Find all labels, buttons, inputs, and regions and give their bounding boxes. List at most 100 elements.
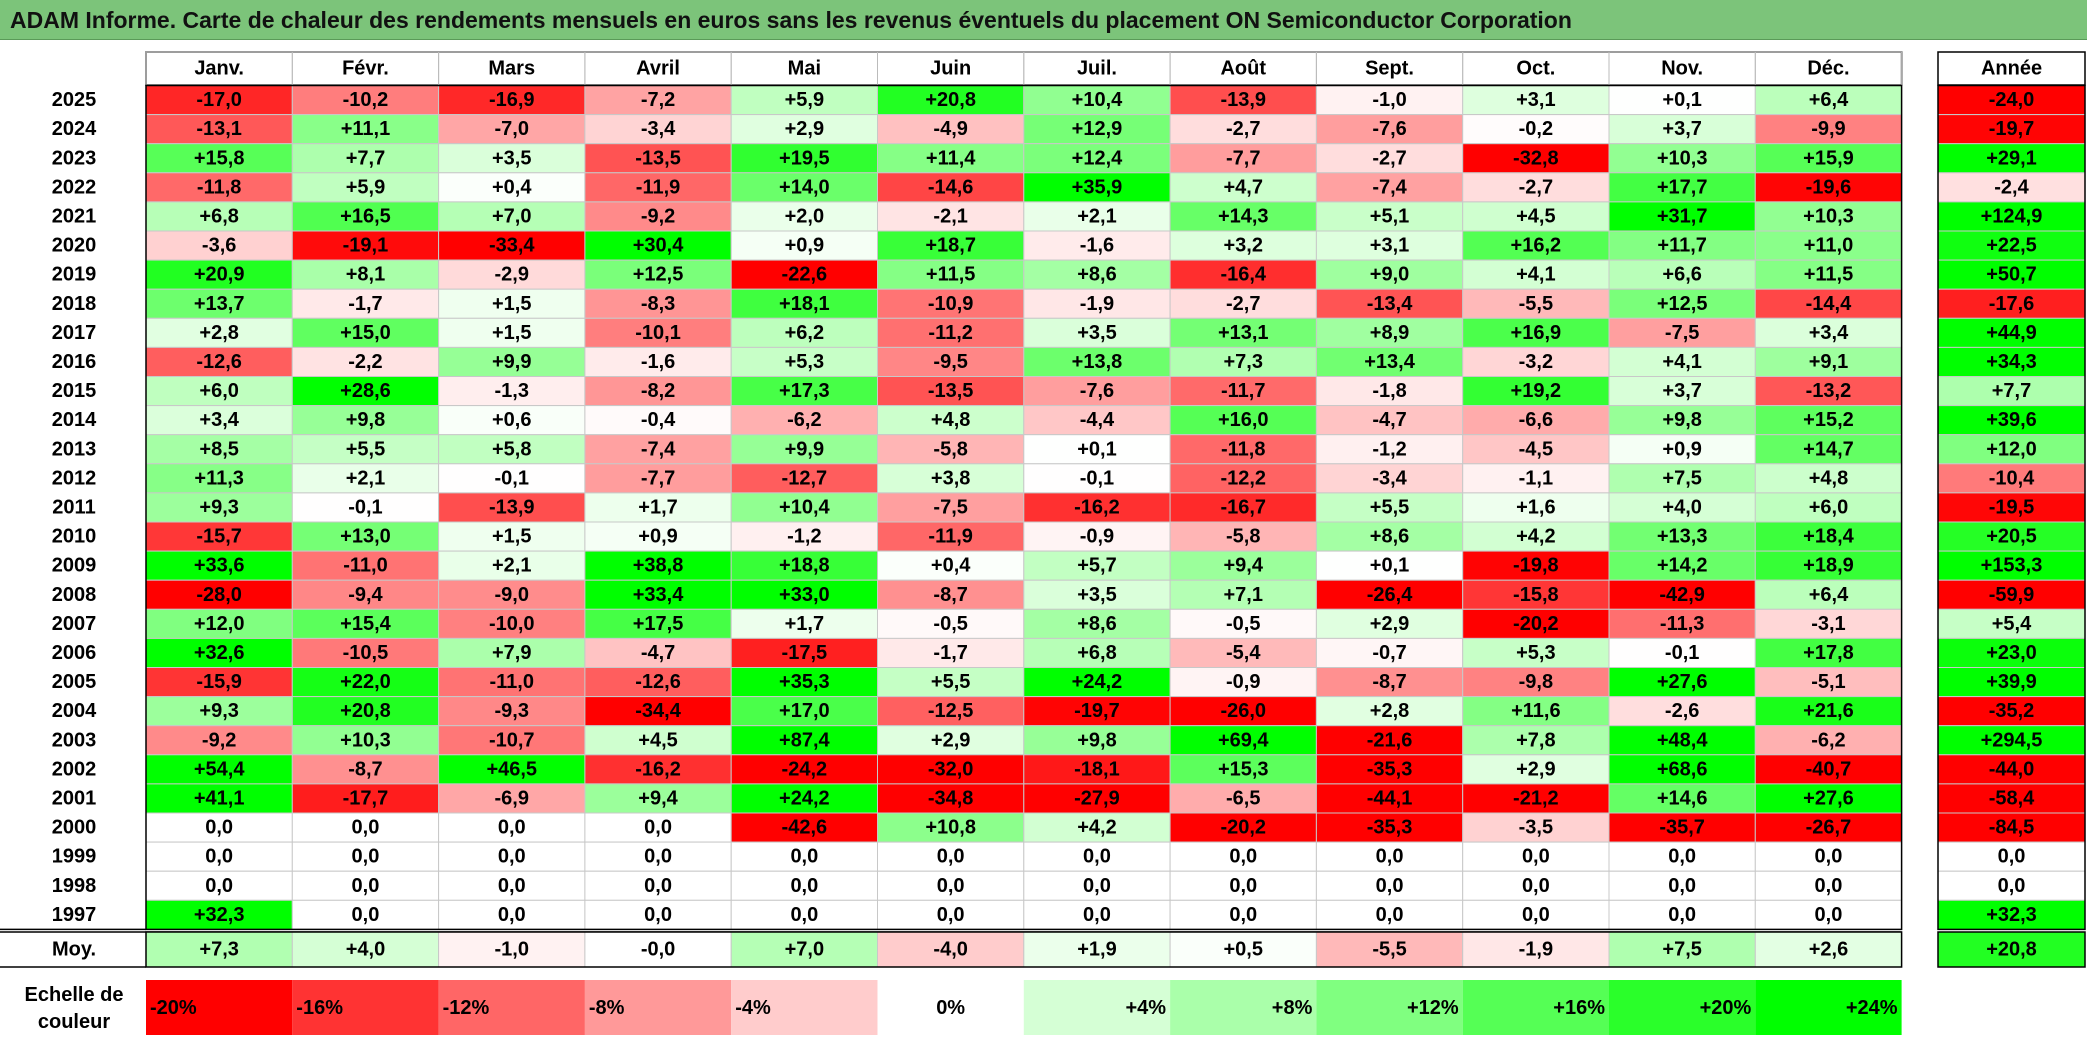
cell-value: +5,5 xyxy=(931,671,970,693)
heatmap-cell xyxy=(584,317,732,348)
heatmap-cell xyxy=(730,434,879,465)
heatmap-cell xyxy=(1462,754,1610,785)
cell-value: -9,9 xyxy=(1811,118,1845,140)
cell-value: +9,8 xyxy=(346,409,385,431)
cell-value: -17,7 xyxy=(343,787,389,809)
annual-value: +20,5 xyxy=(1986,526,2037,548)
heatmap-cell xyxy=(877,550,1025,581)
cell-value: -26,0 xyxy=(1220,700,1266,722)
cell-value: +0,1 xyxy=(1077,438,1116,460)
color-scale-swatch xyxy=(292,980,439,1035)
cell-value: +9,0 xyxy=(1370,264,1409,286)
heatmap-cell xyxy=(730,725,879,756)
cell-value: +17,5 xyxy=(633,613,684,635)
heatmap-cell xyxy=(1023,725,1171,756)
heatmap-cell xyxy=(438,143,586,174)
cell-value: +4,7 xyxy=(1224,176,1263,198)
heatmap-cell xyxy=(1462,667,1610,698)
heatmap-cell xyxy=(584,870,732,901)
cell-value: -2,7 xyxy=(1372,147,1406,169)
heatmap-cell xyxy=(730,201,879,232)
heatmap-cell xyxy=(877,521,1025,552)
cell-value: +10,3 xyxy=(340,729,391,751)
heatmap-cell xyxy=(145,696,293,727)
heatmap-cell xyxy=(1023,85,1171,116)
heatmap-cell xyxy=(438,870,586,901)
heatmap-cell xyxy=(1754,550,1903,581)
heatmap-cell xyxy=(438,346,586,377)
cell-value: -34,4 xyxy=(635,700,681,722)
cell-value: 0,0 xyxy=(1522,904,1550,926)
annual-value: +29,1 xyxy=(1986,147,2037,169)
annual-value: -2,4 xyxy=(1994,176,2029,198)
year-label: 2014 xyxy=(52,409,97,431)
cell-value: -13,2 xyxy=(1806,380,1852,402)
cell-value: +0,4 xyxy=(931,555,971,577)
heatmap-cell xyxy=(291,376,440,407)
color-scale-step-label: +4% xyxy=(1126,997,1167,1019)
cell-value: -6,5 xyxy=(1226,787,1260,809)
cell-value: +8,6 xyxy=(1077,264,1116,286)
cell-value: +6,0 xyxy=(199,380,238,402)
average-value: +7,5 xyxy=(1662,939,1701,961)
average-cell xyxy=(877,931,1025,968)
heatmap-cell xyxy=(438,637,586,669)
heatmap-cell xyxy=(1462,783,1610,814)
heatmap-cell xyxy=(1023,521,1171,552)
annual-value: -19,7 xyxy=(1989,118,2035,140)
heatmap-cell xyxy=(730,259,879,290)
cell-value: +4,2 xyxy=(1516,526,1555,548)
cell-value: 0,0 xyxy=(790,875,818,897)
cell-value: -11,0 xyxy=(343,555,387,577)
cell-value: +7,5 xyxy=(1662,467,1701,489)
cell-value: +10,4 xyxy=(779,496,830,518)
cell-value: +0,6 xyxy=(492,409,531,431)
heatmap-cell xyxy=(1462,637,1610,669)
cell-value: +13,7 xyxy=(194,293,245,315)
cell-value: -3,4 xyxy=(641,118,676,140)
color-scale-swatch xyxy=(1316,980,1463,1035)
cell-value: 0,0 xyxy=(790,904,818,926)
heatmap-cell xyxy=(291,870,440,901)
cell-value: +9,4 xyxy=(638,787,678,809)
heatmap-cell xyxy=(145,637,293,669)
heatmap-cell xyxy=(877,376,1025,407)
annual-value: +22,5 xyxy=(1986,235,2037,257)
average-annual-cell xyxy=(1937,931,2086,968)
cell-value: +0,9 xyxy=(1662,438,1701,460)
cell-value: +4,1 xyxy=(1516,264,1555,286)
cell-value: -3,5 xyxy=(1519,817,1553,839)
annual-value: -58,4 xyxy=(1989,787,2035,809)
cell-value: -44,1 xyxy=(1367,787,1413,809)
heatmap-cell xyxy=(584,637,732,669)
cell-value: +17,0 xyxy=(779,700,830,722)
heatmap-cell xyxy=(145,230,293,261)
cell-value: +33,6 xyxy=(194,555,245,577)
color-scale-swatch xyxy=(1023,980,1171,1035)
cell-value: -19,1 xyxy=(343,235,389,257)
cell-value: +12,4 xyxy=(1072,147,1123,169)
cell-value: -8,7 xyxy=(933,584,967,606)
heatmap-cell xyxy=(1608,376,1756,407)
cell-value: -10,5 xyxy=(343,642,389,664)
heatmap-cell xyxy=(1608,85,1756,116)
heatmap-cell xyxy=(1754,230,1903,261)
cell-value: +18,8 xyxy=(779,555,830,577)
cell-value: +11,4 xyxy=(926,147,976,169)
cell-value: 0,0 xyxy=(790,846,818,868)
heatmap-cell xyxy=(584,463,732,494)
cell-value: +3,8 xyxy=(931,467,970,489)
heatmap-cell xyxy=(1754,405,1903,436)
heatmap-cell xyxy=(1608,521,1756,552)
cell-value: +1,5 xyxy=(492,293,531,315)
cell-value: +16,2 xyxy=(1511,235,1562,257)
average-value: -1,9 xyxy=(1519,939,1553,961)
color-scale-swatch xyxy=(1170,980,1317,1035)
cell-value: +2,9 xyxy=(1516,758,1555,780)
cell-value: 0,0 xyxy=(352,904,380,926)
heatmap-cell xyxy=(1169,667,1317,698)
color-scale-step-label: -12% xyxy=(443,997,490,1019)
cell-value: -4,5 xyxy=(1519,438,1553,460)
heatmap-cell xyxy=(1169,230,1317,261)
cell-value: -7,0 xyxy=(495,118,529,140)
